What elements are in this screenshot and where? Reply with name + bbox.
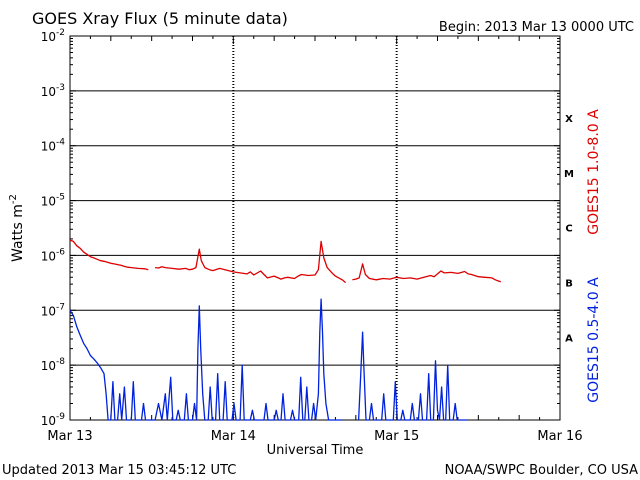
series-line	[69, 298, 468, 421]
y-tick-base: 10	[41, 414, 56, 428]
flare-class-label: X	[565, 114, 573, 125]
flare-class-label: A	[565, 333, 573, 344]
y-axis-label: Watts m-2	[8, 194, 26, 262]
y-tick-label: 10-9	[41, 412, 66, 428]
y-tick-exponent: -5	[56, 193, 65, 203]
y-tick-base: 10	[41, 30, 56, 44]
y-tick-base: 10	[41, 359, 56, 373]
y-axis-label-text: Watts m	[10, 204, 26, 262]
y-tick-exponent: -3	[56, 83, 65, 93]
y-tick-exponent: -4	[56, 138, 65, 148]
series-labels: GOES15 1.0-8.0 A GOES15 0.5-4.0 A	[586, 109, 602, 403]
horizontal-gridlines	[70, 90, 560, 366]
y-tick-label: 10-4	[41, 138, 66, 154]
y-axis-ticks: 10-210-310-410-510-610-710-810-9	[41, 28, 560, 428]
y-tick-base: 10	[41, 195, 56, 209]
x-tick-label: Mar 15	[374, 429, 419, 444]
plot-area	[69, 35, 561, 421]
flare-class-label: M	[564, 169, 574, 180]
flare-class-labels: X M C B A	[564, 114, 574, 344]
updated-timestamp: Updated 2013 Mar 15 03:45:12 UTC	[2, 463, 236, 478]
x-tick-label: Mar 14	[211, 429, 256, 444]
series-label: GOES15 1.0-8.0 A	[586, 109, 602, 235]
y-tick-label: 10-8	[41, 357, 66, 373]
x-axis-label: Universal Time	[267, 443, 364, 458]
x-tick-label: Mar 13	[47, 429, 92, 444]
y-tick-exponent: -7	[56, 302, 65, 312]
y-tick-label: 10-7	[41, 302, 65, 318]
x-axis-ticks: Mar 13 Mar 14 Mar 15 Mar 16	[47, 36, 583, 444]
y-tick-base: 10	[41, 249, 56, 263]
chart-title: GOES Xray Flux (5 minute data)	[32, 9, 288, 28]
y-tick-label: 10-5	[41, 193, 65, 209]
y-tick-label: 10-2	[41, 28, 65, 44]
y-tick-base: 10	[41, 140, 56, 154]
flux-series	[69, 239, 502, 421]
y-tick-exponent: -9	[56, 412, 65, 422]
y-tick-exponent: -8	[56, 357, 65, 367]
y-axis-label-exponent: -2	[8, 194, 19, 204]
day-divider-lines	[232, 36, 398, 420]
y-tick-base: 10	[41, 304, 56, 318]
flare-class-label: C	[565, 224, 572, 235]
x-tick-label: Mar 16	[537, 429, 582, 444]
series-label: GOES15 0.5-4.0 A	[586, 277, 602, 403]
y-tick-base: 10	[41, 85, 56, 99]
begin-label: Begin: 2013 Mar 13 0000 UTC	[439, 20, 634, 35]
y-tick-exponent: -2	[56, 28, 65, 38]
flare-class-label: B	[565, 279, 573, 290]
data-source: NOAA/SWPC Boulder, CO USA	[445, 463, 638, 478]
y-tick-exponent: -6	[56, 247, 65, 257]
series-line	[69, 239, 502, 284]
y-tick-label: 10-3	[41, 83, 65, 99]
y-tick-label: 10-6	[41, 247, 66, 263]
